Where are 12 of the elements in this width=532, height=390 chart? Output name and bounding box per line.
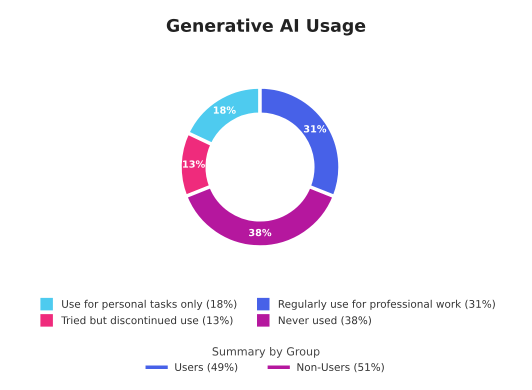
chart-title: Generative AI Usage — [166, 18, 366, 36]
legend-label: Regularly use for professional work (31%) — [278, 300, 495, 310]
data-label: 38% — [249, 228, 272, 236]
data-label: 13% — [183, 160, 205, 168]
legend-label: Never used (38%) — [278, 316, 371, 326]
data-label: 31% — [304, 125, 326, 132]
legend-title: Summary by Group — [212, 346, 320, 358]
legend-label: Use for personal tasks only (18%) — [62, 300, 236, 310]
data-label: 18% — [214, 106, 236, 114]
legend-label: Tried but discontinued use (13%) — [61, 316, 232, 326]
text: Non-Users (51%) — [297, 362, 384, 372]
text: Users (49%) — [175, 362, 238, 372]
